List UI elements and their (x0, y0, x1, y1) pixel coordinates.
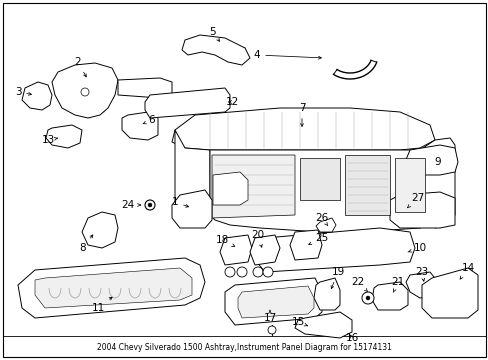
Polygon shape (82, 212, 118, 248)
Text: 12: 12 (225, 97, 238, 107)
Text: 27: 27 (407, 193, 424, 208)
Circle shape (237, 267, 246, 277)
Polygon shape (421, 268, 477, 318)
Text: 1: 1 (171, 197, 188, 207)
Text: 9: 9 (434, 157, 440, 167)
Text: 7: 7 (298, 103, 305, 126)
Text: 21: 21 (390, 277, 404, 292)
Polygon shape (394, 158, 424, 212)
Text: 23: 23 (414, 267, 428, 281)
Text: 25: 25 (308, 233, 328, 244)
Text: 4: 4 (253, 50, 321, 60)
Text: 24: 24 (121, 200, 140, 210)
Polygon shape (52, 63, 118, 118)
Circle shape (145, 200, 155, 210)
Polygon shape (22, 82, 52, 110)
Polygon shape (212, 155, 294, 218)
Text: 14: 14 (459, 263, 474, 279)
Polygon shape (315, 218, 335, 232)
Polygon shape (172, 108, 434, 150)
Text: 17: 17 (263, 310, 276, 323)
Polygon shape (389, 192, 454, 228)
Polygon shape (249, 235, 280, 265)
Text: 16: 16 (345, 333, 358, 343)
Polygon shape (405, 272, 437, 298)
Text: 26: 26 (315, 213, 328, 226)
Polygon shape (371, 282, 407, 310)
Polygon shape (238, 286, 313, 318)
Circle shape (263, 267, 272, 277)
Text: 22: 22 (351, 277, 367, 292)
Circle shape (361, 292, 373, 304)
Polygon shape (224, 278, 321, 325)
Text: 2004 Chevy Silverado 1500 Ashtray,Instrument Panel Diagram for 15174131: 2004 Chevy Silverado 1500 Ashtray,Instru… (96, 343, 390, 352)
Text: 3: 3 (15, 87, 31, 97)
Circle shape (252, 267, 263, 277)
Polygon shape (213, 172, 247, 205)
Polygon shape (18, 258, 204, 318)
Text: 19: 19 (330, 267, 344, 289)
Polygon shape (182, 35, 249, 65)
Polygon shape (122, 112, 158, 140)
Polygon shape (313, 278, 339, 310)
Circle shape (148, 203, 152, 207)
Polygon shape (118, 78, 172, 98)
Text: 6: 6 (143, 115, 155, 125)
Circle shape (365, 296, 369, 300)
Polygon shape (209, 150, 434, 235)
Text: 5: 5 (209, 27, 219, 41)
Text: 13: 13 (41, 135, 58, 145)
Text: 11: 11 (91, 297, 112, 313)
Text: 10: 10 (407, 243, 426, 253)
Polygon shape (289, 230, 321, 260)
Polygon shape (220, 235, 251, 265)
Text: 15: 15 (291, 317, 307, 327)
Polygon shape (404, 145, 457, 175)
Polygon shape (294, 312, 351, 338)
Polygon shape (35, 268, 192, 308)
Polygon shape (175, 130, 209, 220)
Text: 18: 18 (215, 235, 234, 246)
Polygon shape (345, 155, 389, 215)
Text: 2: 2 (75, 57, 86, 77)
Text: 20: 20 (251, 230, 264, 247)
Polygon shape (419, 138, 454, 228)
Circle shape (267, 326, 275, 334)
Polygon shape (299, 158, 339, 200)
Circle shape (81, 88, 89, 96)
Polygon shape (145, 88, 229, 118)
Circle shape (224, 267, 235, 277)
Polygon shape (172, 190, 212, 228)
Polygon shape (254, 228, 414, 272)
Text: 8: 8 (80, 235, 93, 253)
Polygon shape (46, 125, 82, 148)
